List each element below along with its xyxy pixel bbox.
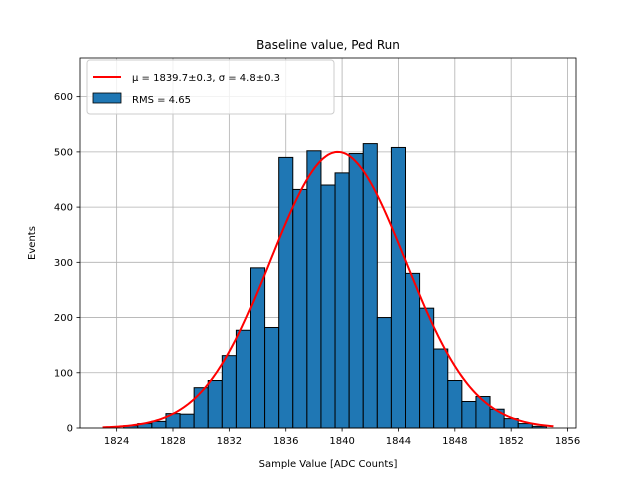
histogram-bar <box>390 146 406 429</box>
y-tick-label: 400 <box>54 203 73 214</box>
y-tick-label: 600 <box>54 92 73 103</box>
y-axis-label: Events <box>27 226 38 260</box>
x-tick-label: 1852 <box>498 436 523 447</box>
histogram-bar <box>362 143 378 429</box>
histogram-bar <box>292 188 308 429</box>
legend-histogram-swatch <box>92 92 122 104</box>
histogram-bar <box>221 355 237 429</box>
x-axis-ticks: 1824 1828 1832 1836 1840 1844 1848 1852 1856 <box>104 428 580 447</box>
y-axis-ticks: 0 100 200 300 400 500 600 <box>54 92 80 435</box>
legend-fit-label: μ = 1839.7±0.3, σ = 4.8±0.3 <box>132 73 280 84</box>
histogram-bar <box>376 317 392 429</box>
legend-box <box>86 59 335 115</box>
chart-title: Baseline value, Ped Run <box>256 38 400 52</box>
histogram-bars <box>123 143 547 429</box>
histogram-bar <box>419 307 435 429</box>
histogram-bar <box>517 423 533 429</box>
x-tick-label: 1828 <box>160 436 185 447</box>
x-tick-label: 1824 <box>104 436 129 447</box>
histogram-bar <box>235 329 251 429</box>
legend: μ = 1839.7±0.3, σ = 4.8±0.3 RMS = 4.65 <box>86 59 335 115</box>
histogram-bar <box>264 326 280 429</box>
histogram-bar <box>278 156 294 429</box>
x-tick-label: 1840 <box>329 436 354 447</box>
y-tick-label: 300 <box>54 258 73 269</box>
histogram-bar <box>348 153 364 429</box>
gaussian-fit-curve <box>102 150 554 429</box>
y-tick-label: 200 <box>54 313 73 324</box>
histogram-bar <box>193 387 209 429</box>
histogram-bar <box>207 380 223 429</box>
y-tick-label: 100 <box>54 368 73 379</box>
histogram-bar <box>334 172 350 429</box>
histogram-bar <box>461 400 477 429</box>
x-tick-label: 1844 <box>386 436 411 447</box>
legend-rms-label: RMS = 4.65 <box>132 95 191 106</box>
plot-frame <box>79 57 577 429</box>
histogram-bar <box>489 408 505 429</box>
y-tick-label: 0 <box>67 424 73 435</box>
x-tick-label: 1856 <box>555 436 580 447</box>
x-axis-label: Sample Value [ADC Counts] <box>259 459 398 470</box>
histogram-bar <box>306 150 322 429</box>
histogram-bar <box>433 348 449 429</box>
histogram-bar <box>405 272 421 429</box>
histogram-bar <box>151 420 167 429</box>
histogram-bar <box>320 184 336 429</box>
x-tick-label: 1832 <box>217 436 242 447</box>
histogram-bar <box>179 413 195 429</box>
x-tick-label: 1848 <box>442 436 467 447</box>
histogram-bar <box>447 380 463 429</box>
y-tick-label: 500 <box>54 147 73 158</box>
x-tick-label: 1836 <box>273 436 298 447</box>
